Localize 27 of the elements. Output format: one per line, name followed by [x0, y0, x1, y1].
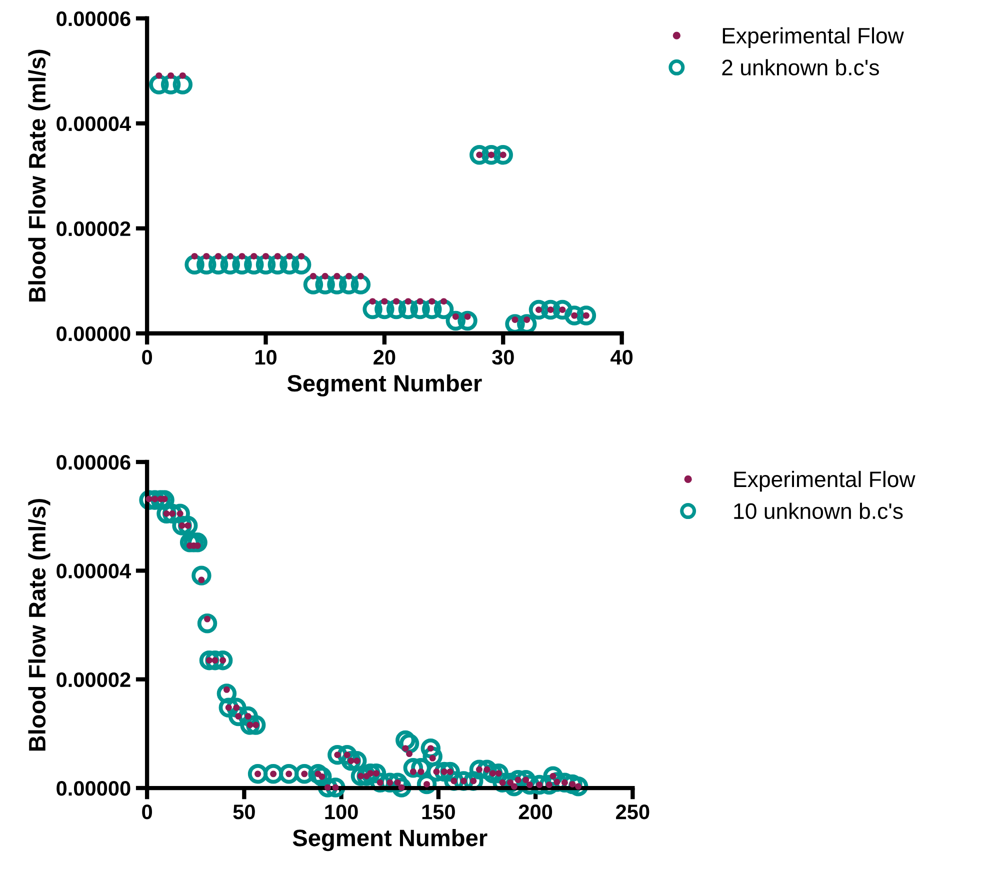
y-axis-title: Blood Flow Rate (ml/s) — [28, 50, 50, 302]
y-tick-label: 0.00004 — [56, 564, 131, 578]
legend-label: Experimental Flow — [722, 27, 904, 48]
x-tick-label: 250 — [616, 804, 650, 820]
y-tick-label: 0.00006 — [56, 455, 130, 470]
x-tick-label: 150 — [422, 804, 455, 820]
y-tick-label: 0.00004 — [56, 116, 131, 132]
x-axis-title: Segment Number — [287, 374, 482, 396]
x-tick-label: 0 — [142, 350, 152, 365]
x-tick-label: 0 — [142, 804, 152, 820]
x-tick-label: 20 — [374, 350, 396, 365]
y-tick-label: 0.00006 — [56, 11, 130, 26]
y-axis-title: Blood Flow Rate (ml/s) — [28, 498, 50, 751]
legend-label: 10 unknown b.c's — [734, 502, 903, 520]
x-tick-label: 30 — [492, 350, 514, 365]
y-tick-label: 0.00002 — [56, 221, 130, 236]
x-tick-label: 100 — [325, 804, 358, 820]
y-tick-label: 0.00002 — [56, 672, 130, 688]
y-tick-label: 0.00000 — [56, 781, 130, 796]
legend-label: 2 unknown b.c's — [722, 59, 879, 76]
x-tick-label: 10 — [255, 350, 276, 365]
legend-label: Experimental Flow — [734, 470, 916, 492]
y-tick-label: 0.00000 — [56, 326, 130, 342]
x-axis-title: Segment Number — [292, 828, 488, 852]
x-tick-label: 40 — [610, 350, 633, 365]
x-tick-label: 50 — [233, 804, 255, 820]
x-tick-label: 200 — [518, 804, 552, 820]
